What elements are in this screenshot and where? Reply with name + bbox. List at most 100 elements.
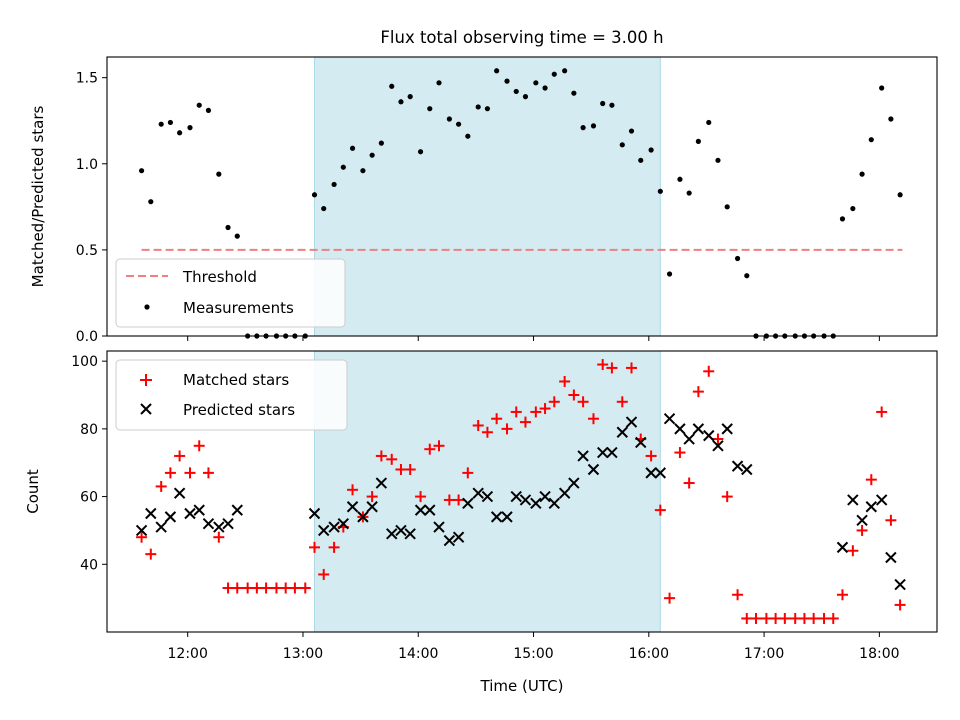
predicted-star-point xyxy=(222,517,234,530)
matched-star-point xyxy=(760,612,772,624)
predicted-star-point xyxy=(625,416,638,428)
matched-star-point xyxy=(664,592,676,604)
measurement-point xyxy=(407,94,413,100)
matched-star-point xyxy=(597,359,609,371)
measurement-point xyxy=(446,116,452,122)
measurement-point xyxy=(340,164,346,170)
matched-star-point xyxy=(798,612,810,624)
measurement-point xyxy=(234,233,240,239)
matched-star-point xyxy=(703,365,715,377)
measurement-point xyxy=(859,171,865,177)
measurement-point xyxy=(475,104,481,110)
matched-star-point xyxy=(202,467,214,479)
y-tick-label: 60 xyxy=(80,490,98,506)
predicted-star-point xyxy=(443,534,456,547)
bottom-legend-box xyxy=(115,359,348,431)
measurement-point xyxy=(628,128,635,134)
predicted-star-point xyxy=(452,531,465,543)
bottom-shaded-interval xyxy=(314,350,661,633)
matched-star-point xyxy=(462,467,474,479)
matched-star-point xyxy=(692,386,704,398)
predicted-star-point xyxy=(501,511,513,523)
measurement-legend-swatch xyxy=(144,304,150,310)
measurement-point xyxy=(839,216,846,222)
matched-star-point xyxy=(424,443,436,455)
predicted-star-point xyxy=(184,507,196,520)
bottom-axes-frame xyxy=(106,350,938,633)
threshold-legend-label: Threshold xyxy=(182,268,257,286)
predicted-legend-swatch xyxy=(140,403,152,415)
predicted-star-point xyxy=(510,490,522,503)
measurement-point xyxy=(619,142,625,148)
measurement-point xyxy=(580,125,586,131)
matched-star-point xyxy=(270,582,282,594)
matched-star-point xyxy=(472,419,484,431)
predicted-star-point xyxy=(645,467,657,479)
matched-star-point xyxy=(587,413,599,425)
measurement-point xyxy=(513,88,519,95)
measurement-point xyxy=(167,119,174,126)
measurement-point xyxy=(360,168,366,174)
y-tick-label: 0.0 xyxy=(76,329,98,345)
matched-star-point xyxy=(539,403,551,415)
matched-star-point xyxy=(289,582,301,594)
measurement-point xyxy=(686,190,692,196)
matched-star-point xyxy=(433,440,445,452)
predicted-star-point xyxy=(683,433,695,445)
matched-star-point xyxy=(606,362,618,374)
matched-star-point xyxy=(519,416,531,428)
measurement-point xyxy=(879,85,885,91)
top-shaded-interval xyxy=(314,56,661,337)
predicted-star-point xyxy=(155,521,167,533)
matched-star-point xyxy=(222,582,234,594)
x-tick-label: 18:00 xyxy=(859,646,899,662)
predicted-star-point xyxy=(213,521,225,533)
measurement-point xyxy=(888,116,894,122)
x-tick-label: 12:00 xyxy=(168,646,208,662)
predicted-star-point xyxy=(596,446,609,459)
measurement-point xyxy=(389,83,395,89)
predicted-star-point xyxy=(193,504,205,516)
measurement-point xyxy=(349,145,356,151)
matched-star-point xyxy=(616,396,628,408)
bottom-y-axis-label: Count xyxy=(24,469,42,514)
matched-star-point xyxy=(328,541,340,553)
predicted-star-point xyxy=(606,446,618,459)
predicted-star-point xyxy=(875,494,888,506)
matched-star-point xyxy=(732,589,744,601)
matched-star-point xyxy=(136,531,148,543)
bottom-panel: 40 60 80 100 12:00 13:00 14:00 15:00 16:00 17:00… xyxy=(24,350,938,695)
matched-star-point xyxy=(568,389,580,401)
predicted-star-point xyxy=(481,490,494,503)
matched-star-point xyxy=(251,582,263,594)
predicted-star-point xyxy=(308,507,321,520)
predicted-star-point xyxy=(318,524,330,537)
predicted-star-point xyxy=(568,477,580,489)
predicted-star-point xyxy=(337,517,350,530)
measurement-point xyxy=(715,157,721,163)
measurement-point xyxy=(504,78,510,84)
matched-star-point xyxy=(645,450,657,462)
predicted-star-point xyxy=(462,497,474,510)
y-tick-label: 40 xyxy=(80,557,98,573)
matched-star-point xyxy=(231,582,243,594)
predicted-star-point xyxy=(433,521,445,533)
matched-star-point xyxy=(510,406,522,418)
measurement-point xyxy=(648,147,654,153)
matched-star-point xyxy=(193,440,205,452)
measurement-point xyxy=(225,224,231,231)
matched-star-point xyxy=(789,612,801,624)
predicted-star-point xyxy=(395,524,407,537)
top-axes-frame xyxy=(106,56,938,337)
predicted-star-point xyxy=(674,423,686,435)
predicted-star-points xyxy=(135,413,906,591)
predicted-star-point xyxy=(145,507,157,520)
matched-star-point xyxy=(856,524,868,536)
predicted-star-point xyxy=(587,463,600,476)
measurement-point xyxy=(666,271,673,277)
y-tick-label: 100 xyxy=(71,354,98,370)
predicted-star-point xyxy=(865,501,877,513)
measurement-point xyxy=(724,204,730,210)
matched-star-point xyxy=(481,426,493,438)
